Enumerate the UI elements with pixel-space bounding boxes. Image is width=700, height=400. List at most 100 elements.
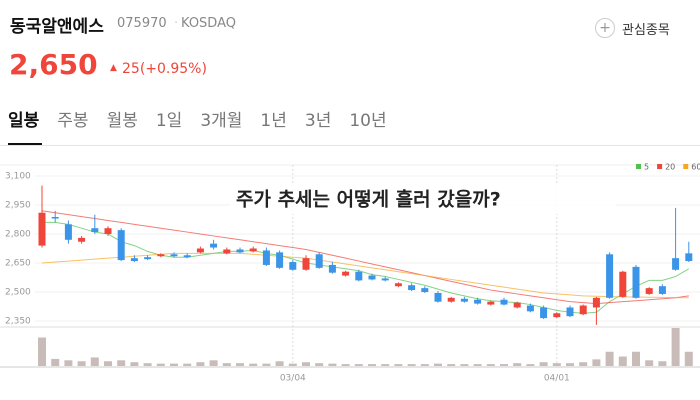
volume-bar [407, 364, 416, 366]
legend-swatch [683, 164, 689, 169]
candle-body [328, 264, 336, 273]
candle-body [342, 271, 350, 276]
candle-body [38, 212, 46, 246]
volume-bar [170, 363, 178, 366]
candle-body [658, 286, 666, 294]
candle-body [302, 258, 310, 270]
volume-bar [447, 364, 456, 366]
y-tick-label: 2,650 [5, 259, 31, 269]
change: 25(+0.95%) [122, 61, 207, 77]
candle-body [196, 248, 204, 253]
volume-bar [104, 361, 112, 366]
candle-body [315, 254, 323, 268]
tabs: 일봉 주봉 월봉 1일 3개월 1년 3년 10년 [8, 106, 387, 131]
divider [0, 145, 700, 146]
candle-body [368, 275, 376, 280]
candle-body [474, 299, 482, 304]
legend-swatch [657, 164, 663, 169]
volume-bar [526, 364, 535, 366]
volume-bar [381, 364, 390, 366]
volume-bar [566, 363, 574, 366]
volume-bar [222, 363, 231, 366]
volume-bar [64, 360, 73, 366]
candle-body [91, 228, 99, 233]
candle-body [223, 249, 231, 254]
candle-body [210, 243, 218, 248]
tab[interactable]: 주봉 [57, 111, 89, 131]
candle-body [645, 288, 653, 294]
candle-body [236, 249, 244, 253]
candle-body [183, 255, 191, 258]
volume-bar [645, 360, 654, 366]
candle-body [170, 254, 178, 257]
volume-bar [486, 364, 495, 366]
ma-line [41, 252, 689, 299]
candle-body [500, 299, 508, 305]
volume-bar [513, 363, 522, 366]
volume-bar [156, 363, 165, 366]
candle-body [78, 237, 86, 242]
volume-bar [579, 362, 588, 366]
candle-body [421, 288, 429, 292]
volume-bar [460, 364, 469, 366]
candle-body [672, 258, 680, 270]
candle-body [276, 252, 284, 268]
legend-label: 60 [691, 163, 700, 172]
candle-body [447, 297, 455, 302]
volume-bar [236, 363, 244, 366]
candle-body [579, 305, 587, 315]
candle-body [355, 271, 363, 281]
candle-body [513, 302, 521, 308]
candle-body [64, 224, 72, 240]
candle-body [685, 253, 693, 262]
volume-bar [262, 363, 271, 366]
y-tick-label: 3,100 [5, 172, 31, 182]
tab[interactable]: 10년 [349, 111, 387, 131]
volume-bar [592, 359, 601, 366]
volume-bar [38, 337, 46, 366]
candle-body [553, 313, 561, 318]
tab[interactable]: 월봉 [106, 111, 138, 131]
candle-body [289, 262, 297, 270]
candle-body [606, 254, 614, 298]
tab[interactable]: 3년 [304, 111, 332, 131]
y-tick-label: 2,950 [5, 201, 31, 211]
tab[interactable]: 1년 [260, 111, 287, 131]
y-tick-label: 2,500 [5, 288, 31, 298]
stock-code: 075970 [117, 16, 167, 31]
volume-bar [90, 357, 99, 366]
title-bg [230, 184, 616, 214]
volume-bar [618, 356, 627, 366]
legend-label: 20 [665, 163, 675, 172]
price: 2,650 [9, 48, 98, 81]
volume-bar [130, 362, 139, 366]
volume-bar [302, 362, 310, 366]
candle-body [619, 271, 627, 297]
watch-button[interactable]: 관심종목 [622, 23, 670, 38]
tab[interactable]: 일봉 [8, 111, 40, 131]
tab[interactable]: 1일 [155, 111, 183, 131]
volume-bar [51, 358, 60, 366]
stock-name: 동국알앤에스 [10, 17, 104, 37]
tab[interactable]: 3개월 [200, 111, 243, 131]
candle-body [157, 254, 165, 257]
volume-bar [394, 364, 403, 366]
candle-body [526, 305, 534, 312]
market: KOSDAQ [181, 16, 236, 31]
volume-bar [143, 363, 152, 366]
add-icon[interactable]: + [595, 18, 615, 38]
volume-bar [354, 364, 363, 366]
volume-bar [632, 351, 640, 366]
separator-dot: · [174, 16, 179, 31]
volume-bar [183, 363, 192, 366]
volume-bar [275, 361, 284, 366]
volume-bar [605, 351, 614, 366]
candle-body [632, 266, 640, 298]
volume-bar [368, 364, 376, 366]
y-tick-label: 2,800 [5, 230, 31, 240]
volume-bar [117, 360, 126, 366]
x-tick-label: 04/01 [544, 374, 570, 384]
volume-bar [552, 363, 561, 366]
volume-bar [196, 362, 205, 366]
